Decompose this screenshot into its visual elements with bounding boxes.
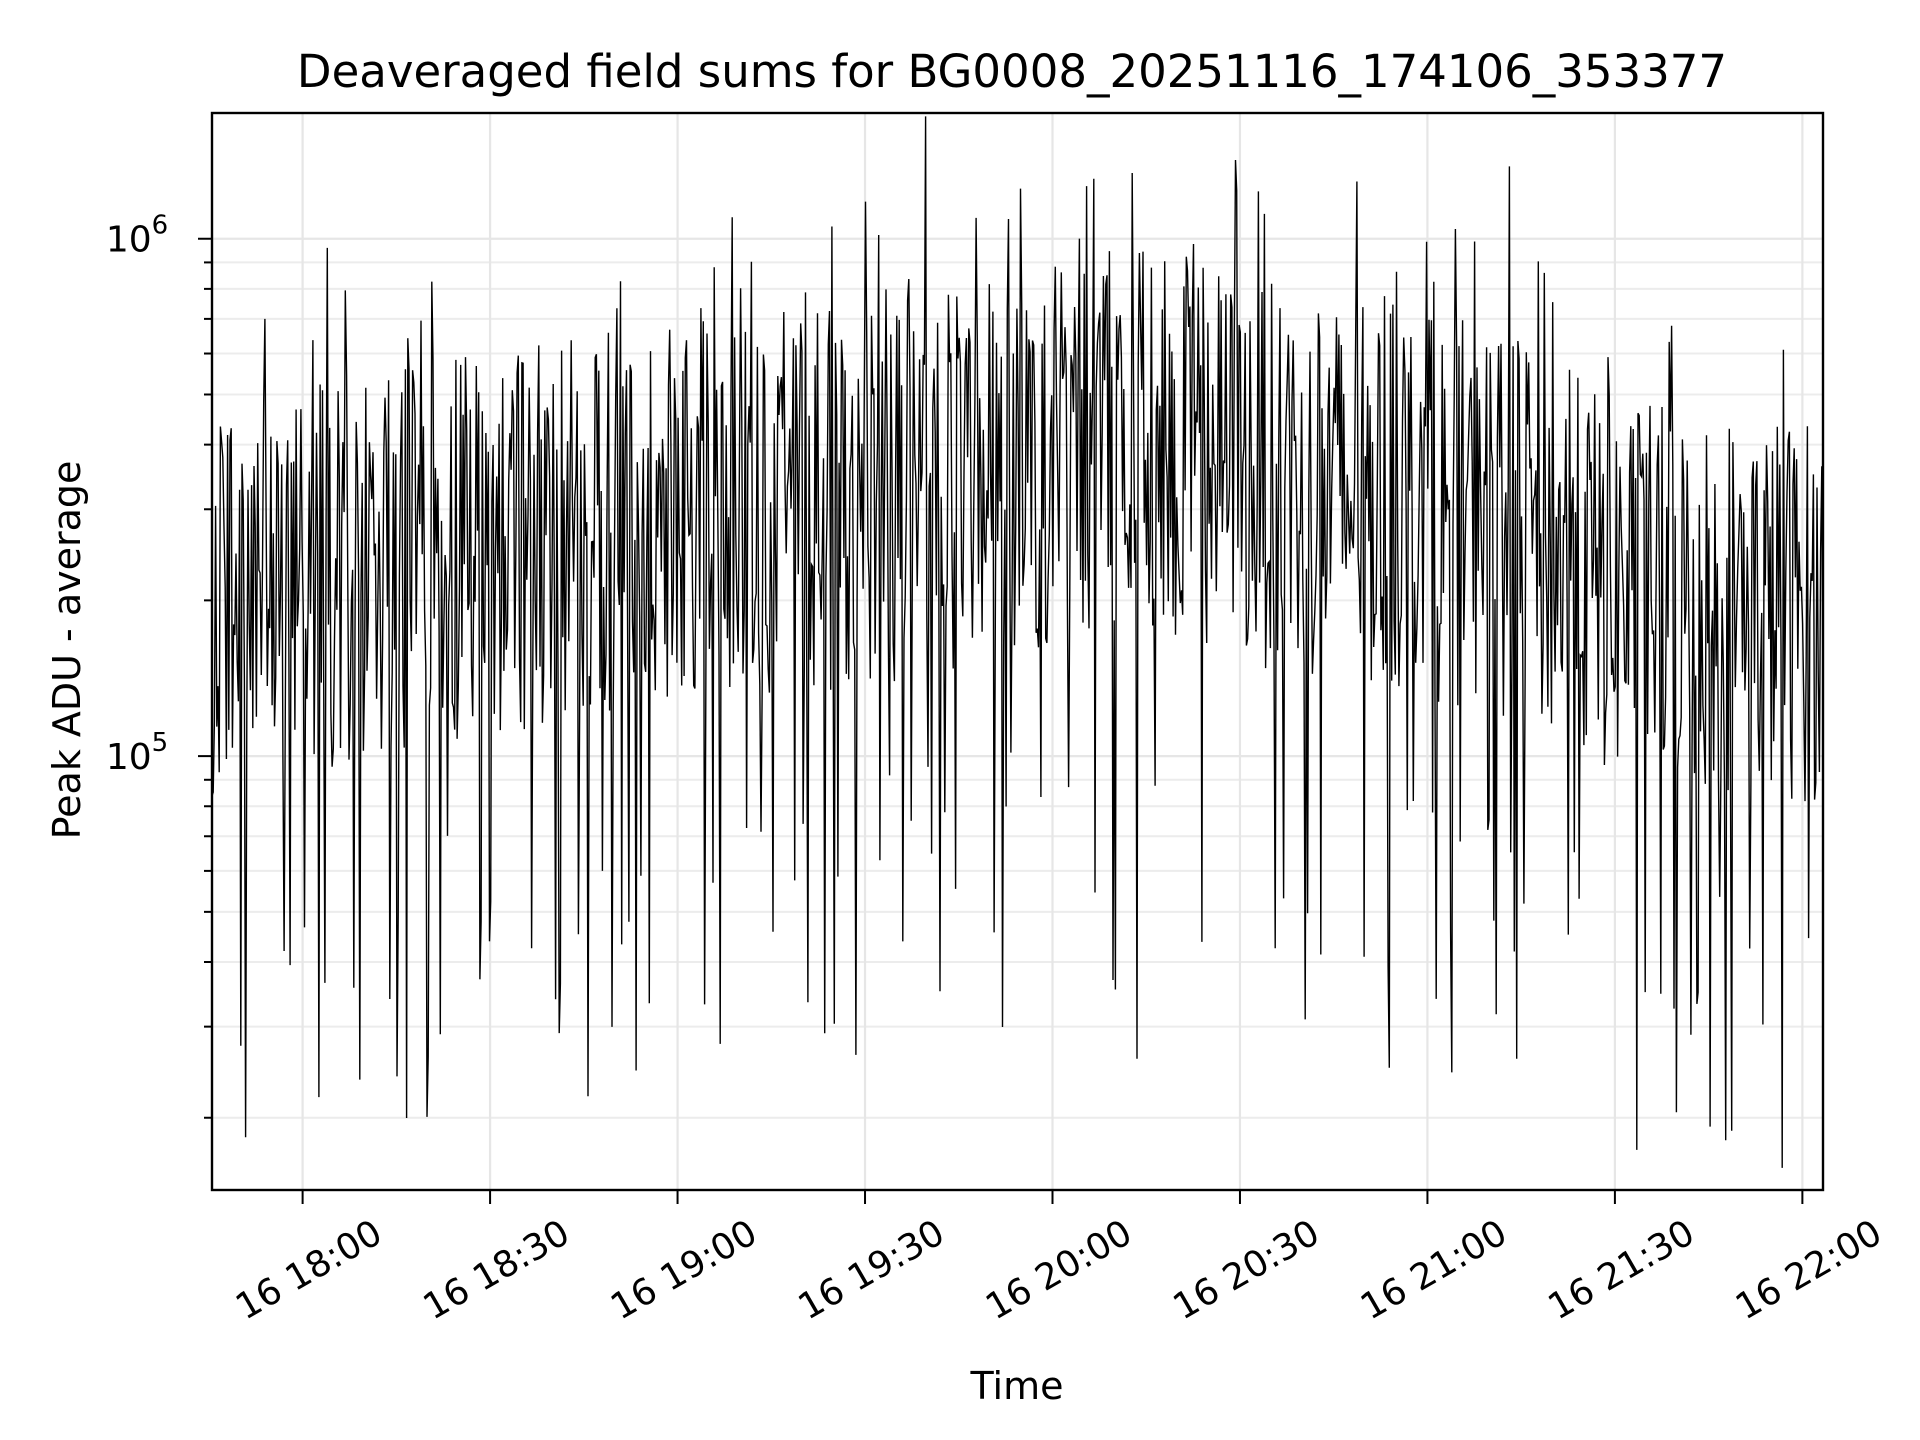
grid <box>212 113 1823 1190</box>
y-tick-label-base: 10 <box>106 220 152 261</box>
y-axis-label: Peak ADU - average <box>45 461 89 840</box>
x-tick-label: 16 18:30 <box>417 1212 577 1328</box>
y-tick-label-exponent: 6 <box>152 211 169 241</box>
x-axis: 16 18:00 16 18:30 16 19:00 16 19:30 16 20:00… <box>229 1190 1889 1328</box>
x-tick-label: 16 21:00 <box>1354 1212 1514 1328</box>
chart-title: Deaveraged field sums for BG0008_2025111… <box>297 45 1727 98</box>
x-axis-label: Time <box>970 1364 1064 1408</box>
y-tick-label-exponent: 5 <box>152 728 169 758</box>
x-tick-label: 16 21:30 <box>1541 1212 1701 1328</box>
x-tick-label: 16 20:30 <box>1167 1212 1327 1328</box>
y-tick-label: 106 <box>106 211 168 261</box>
plot-frame <box>210 111 1825 1192</box>
x-tick-label: 16 20:00 <box>979 1212 1139 1328</box>
y-tick-label-base: 10 <box>106 737 152 778</box>
x-tick-label: 16 18:00 <box>229 1212 389 1328</box>
data-series-line <box>211 116 1824 1168</box>
y-tick-label: 105 <box>106 728 168 778</box>
x-tick-label: 16 19:30 <box>792 1212 952 1328</box>
x-tick-label: 16 19:00 <box>604 1212 764 1328</box>
x-tick-label: 16 22:00 <box>1729 1212 1889 1328</box>
